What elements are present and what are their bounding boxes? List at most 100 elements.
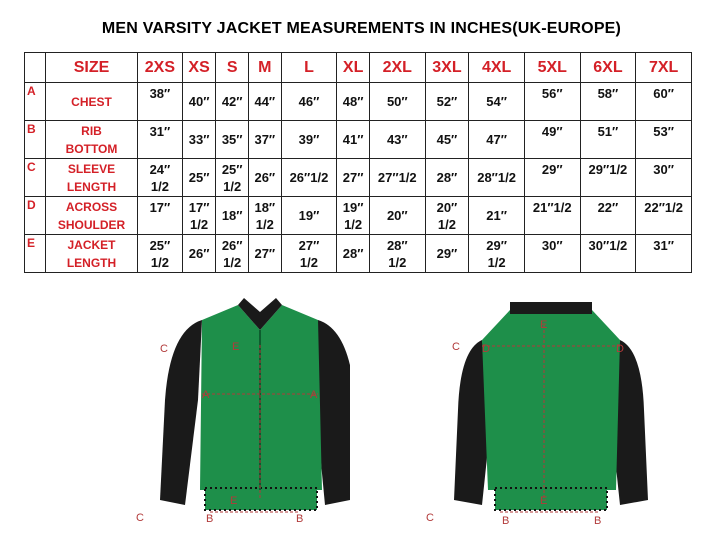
measurement-value: 18″ [215, 196, 249, 235]
measurement-value: 25″ [181, 158, 217, 197]
row-letter: C [24, 158, 46, 197]
row-letter: D [24, 196, 46, 235]
measurement-value: 41″ [336, 120, 370, 159]
measurement-label: RIB BOTTOM [45, 120, 138, 159]
size-header-5xl: 5XL [523, 52, 581, 83]
measurement-label: CHEST [45, 82, 138, 121]
measurement-value: 21″1/2 [523, 196, 581, 235]
measurement-value: 25″ 1/2 [215, 158, 249, 197]
measurement-value: 30″1/2 [579, 234, 637, 273]
size-header-6xl: 6XL [579, 52, 637, 83]
measurement-value: 25″ 1/2 [137, 234, 183, 273]
size-header-m: M [247, 52, 282, 83]
size-header-xs: XS [181, 52, 217, 83]
measurement-value: 48″ [336, 82, 370, 121]
measurement-label: ACROSS SHOULDER [45, 196, 138, 235]
measurement-value: 29″ [424, 234, 470, 273]
label-c-bottom: C [136, 512, 144, 524]
measurement-value: 42″ [215, 82, 249, 121]
table-row: D ACROSS SHOULDER 17″ 17″ 1/2 18″ 18″ 1/2 19″ 1… [24, 196, 692, 235]
label-e-top: E [232, 341, 239, 353]
table-row: B RIB BOTTOM 31″ 33″ 35″ 37″ 39″ 41″ 43″ 45″ 47″ 49… [24, 120, 692, 159]
measurement-value: 28″1/2 [468, 158, 525, 197]
label-e-top: E [540, 319, 547, 331]
measurement-value: 22″1/2 [635, 196, 692, 235]
measurement-value: 31″ [635, 234, 692, 273]
measurement-value: 19″ [280, 196, 338, 235]
measurement-value: 27″ [247, 234, 282, 273]
label-a-right: A [310, 389, 318, 401]
size-header-2xs: 2XS [137, 52, 183, 83]
label-b-right: B [594, 515, 601, 527]
back-right-sleeve [610, 340, 648, 505]
measurement-value: 50″ [368, 82, 426, 121]
measurement-value: 53″ [635, 120, 692, 159]
front-right-sleeve [315, 320, 350, 505]
size-header-7xl: 7XL [635, 52, 692, 83]
label-b-left: B [502, 515, 509, 527]
label-e-bottom: E [540, 495, 547, 507]
measurement-value: 20″ [368, 196, 426, 235]
measurement-value: 26″1/2 [280, 158, 338, 197]
measurement-value: 46″ [280, 82, 338, 121]
measurement-value: 49″ [523, 120, 581, 159]
measurement-value: 47″ [468, 120, 525, 159]
front-left-sleeve [160, 320, 202, 505]
page-title: MEN VARSITY JACKET MEASUREMENTS IN INCHE… [101, 20, 622, 37]
label-b-right: B [296, 513, 303, 525]
size-header: SIZE [45, 52, 138, 83]
measurement-value: 29″ [523, 158, 581, 197]
measurement-value: 58″ [579, 82, 637, 121]
measurement-value: 17″ 1/2 [181, 196, 217, 235]
measurement-value: 22″ [579, 196, 637, 235]
measurement-value: 44″ [247, 82, 282, 121]
table-row: E JACKET LENGTH 25″ 1/2 26″ 26″ 1/2 27″ 27″ 1/… [24, 234, 692, 273]
label-c-top: C [160, 343, 168, 355]
size-header-3xl: 3XL [424, 52, 470, 83]
measurement-value: 51″ [579, 120, 637, 159]
back-waistband [494, 487, 608, 511]
measurement-value: 31″ [137, 120, 183, 159]
measurement-value: 30″ [523, 234, 581, 273]
table-row: C SLEEVE LENGTH 24″ 1/2 25″ 25″ 1/2 26″ 26″1/2… [24, 158, 692, 197]
measurement-value: 54″ [468, 82, 525, 121]
measurement-value: 27″1/2 [368, 158, 426, 197]
measurement-value: 60″ [635, 82, 692, 121]
measurement-value: 38″ [137, 82, 183, 121]
measurement-value: 43″ [368, 120, 426, 159]
label-a-left: A [202, 389, 210, 401]
measurement-value: 52″ [424, 82, 470, 121]
measurement-value: 29″1/2 [579, 158, 637, 197]
measurement-value: 26″ [247, 158, 282, 197]
size-header-xl: XL [336, 52, 370, 83]
measurement-value: 45″ [424, 120, 470, 159]
measurement-value: 26″ [181, 234, 217, 273]
label-e-bottom: E [230, 495, 237, 507]
measurement-value: 33″ [181, 120, 217, 159]
measurement-value: 26″ 1/2 [215, 234, 249, 273]
measurement-value: 21″ [468, 196, 525, 235]
label-d-right: D [616, 343, 624, 355]
measurement-value: 28″ 1/2 [368, 234, 426, 273]
measurement-value: 28″ [336, 234, 370, 273]
measurement-value: 56″ [523, 82, 581, 121]
size-header-2xl: 2XL [368, 52, 426, 83]
label-c-bottom: C [426, 512, 434, 524]
measurement-value: 20″ 1/2 [424, 196, 470, 235]
label-c-top: C [452, 341, 460, 353]
measurement-value: 17″ [137, 196, 183, 235]
measurement-value: 24″ 1/2 [137, 158, 183, 197]
back-body [482, 310, 620, 490]
back-jacket-diagram: D D E E C C B B [426, 302, 648, 527]
measurement-value: 27″ 1/2 [280, 234, 338, 273]
label-d-left: D [482, 343, 490, 355]
measurement-value: 28″ [424, 158, 470, 197]
front-jacket-diagram: A A E E C C B B [136, 298, 350, 525]
front-waistband [204, 487, 318, 511]
measurement-label: SLEEVE LENGTH [45, 158, 138, 197]
measurement-value: 18″ 1/2 [247, 196, 282, 235]
measurement-value: 29″ 1/2 [468, 234, 525, 273]
size-chart-table: SIZE 2XS XS S M L XL 2XL 3XL 4XL 5XL 6XL 7XL A CHEST 3… [24, 52, 692, 273]
measurement-value: 35″ [215, 120, 249, 159]
measurement-value: 40″ [181, 82, 217, 121]
